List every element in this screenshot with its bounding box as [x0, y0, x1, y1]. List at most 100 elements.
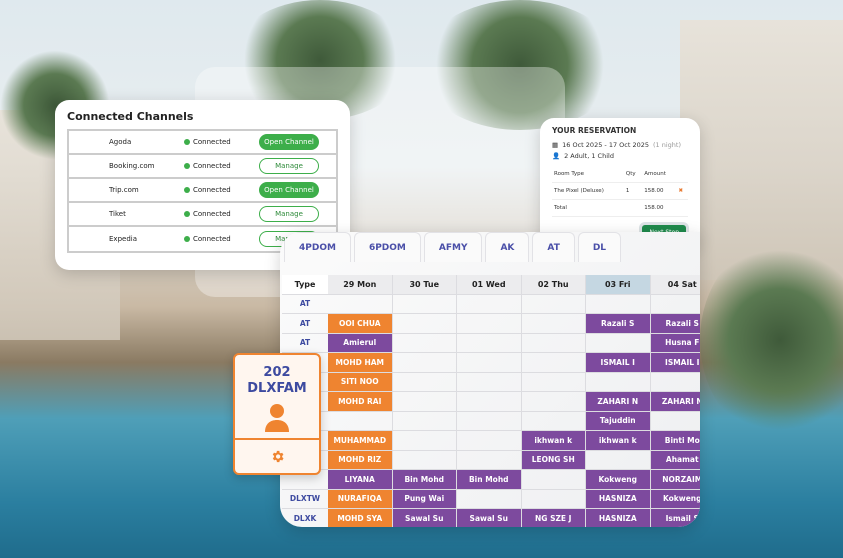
empty-cell[interactable]	[457, 314, 522, 334]
status-text: Connected	[193, 210, 231, 218]
empty-cell[interactable]	[392, 372, 457, 392]
booking-cell[interactable]: SITI NOO	[328, 372, 393, 392]
booking-cell[interactable]: ikhwan k	[521, 431, 586, 451]
booking-cell[interactable]: Ahamat	[650, 450, 700, 470]
booking-cell[interactable]: ZAHARI N	[586, 392, 651, 412]
booking-cell[interactable]: HASNIZA	[586, 489, 651, 509]
reservation-title: YOUR RESERVATION	[552, 126, 637, 135]
empty-cell[interactable]	[392, 314, 457, 334]
booking-cell[interactable]: HASNIZA	[586, 509, 651, 527]
booking-cell[interactable]: Kokweng	[586, 470, 651, 490]
booking-cell[interactable]: Ismail S	[650, 509, 700, 527]
channel-status: Connected	[184, 162, 259, 170]
tab-dl[interactable]: DL	[577, 232, 622, 262]
booking-cell[interactable]: ikhwan k	[586, 431, 651, 451]
empty-cell[interactable]	[457, 411, 522, 431]
booking-cell[interactable]: Razali S	[586, 314, 651, 334]
booking-cell[interactable]: MOHD SYA	[328, 509, 393, 527]
empty-cell[interactable]	[457, 431, 522, 451]
empty-cell[interactable]	[586, 294, 651, 314]
empty-cell[interactable]	[586, 450, 651, 470]
booking-cell[interactable]: ISMAIL I	[586, 353, 651, 373]
tab-at[interactable]: AT	[532, 232, 575, 262]
booking-cell[interactable]: Sawal Su	[457, 509, 522, 527]
booking-cell[interactable]: Sawal Su	[392, 509, 457, 527]
empty-cell[interactable]	[521, 489, 586, 509]
tab-6pdom[interactable]: 6PDOM	[353, 232, 421, 262]
empty-cell[interactable]	[457, 450, 522, 470]
booking-cell[interactable]: NG SZE J	[521, 509, 586, 527]
booking-cell[interactable]: Bin Mohd	[392, 470, 457, 490]
row-type: DLXK	[282, 509, 328, 527]
empty-cell[interactable]	[521, 294, 586, 314]
booking-cell[interactable]: Husna F	[650, 333, 700, 353]
empty-cell[interactable]	[457, 353, 522, 373]
booking-cell[interactable]: Razali S	[650, 314, 700, 334]
empty-cell[interactable]	[328, 294, 393, 314]
empty-cell[interactable]	[650, 295, 700, 314]
empty-cell[interactable]	[392, 392, 457, 412]
booking-cell[interactable]: Kokweng	[650, 489, 700, 509]
empty-cell[interactable]	[392, 411, 457, 431]
booking-cell[interactable]: NURAFIQA	[328, 489, 393, 509]
booking-cell[interactable]: LEONG SH	[521, 450, 586, 470]
manage-button[interactable]: Manage	[259, 158, 319, 174]
booking-cell[interactable]: ZAHARI N	[650, 392, 700, 412]
empty-cell[interactable]	[392, 431, 457, 451]
schedule-row: MOHD RIZ LEONG SH Ahamat	[282, 450, 700, 470]
channel-status: Connected	[184, 210, 259, 218]
tab-ak[interactable]: AK	[485, 232, 530, 262]
empty-cell[interactable]	[521, 470, 586, 490]
empty-cell[interactable]	[521, 392, 586, 412]
status-text: Connected	[193, 162, 231, 170]
booking-cell[interactable]: MOHD HAM	[328, 353, 393, 373]
empty-cell[interactable]	[457, 333, 522, 353]
room-card[interactable]: 202 DLXFAM	[233, 353, 321, 475]
empty-cell[interactable]	[457, 489, 522, 509]
empty-cell[interactable]	[521, 353, 586, 373]
empty-cell[interactable]	[650, 412, 700, 431]
empty-cell[interactable]	[521, 372, 586, 392]
gear-icon[interactable]	[270, 449, 285, 464]
total-amount: 158.00	[642, 199, 677, 217]
manage-button[interactable]: Manage	[259, 206, 319, 222]
channel-name: Agoda	[109, 138, 132, 146]
room-type: The Pixel (Deluxe)	[552, 182, 624, 200]
empty-cell[interactable]	[586, 372, 651, 392]
empty-cell[interactable]	[521, 314, 586, 334]
empty-cell[interactable]	[392, 450, 457, 470]
empty-cell[interactable]	[521, 411, 586, 431]
empty-cell[interactable]	[392, 333, 457, 353]
open-channel-button[interactable]: Open Channel	[259, 134, 319, 150]
booking-cell[interactable]: NORZAIM	[650, 470, 700, 490]
empty-cell[interactable]	[392, 294, 457, 314]
empty-cell[interactable]	[457, 372, 522, 392]
status-text: Connected	[193, 235, 231, 243]
booking-cell[interactable]: Amierul	[328, 333, 393, 353]
booking-cell[interactable]: OOI CHUA	[328, 314, 393, 334]
reservation-table: Room Type Qty Amount The Pixel (Deluxe) 1 15…	[552, 166, 688, 217]
row-type: AT	[282, 334, 328, 353]
empty-cell[interactable]	[521, 333, 586, 353]
tab-4pdom[interactable]: 4PDOM	[284, 232, 351, 262]
channel-name: Expedia	[109, 235, 137, 243]
empty-cell[interactable]	[586, 333, 651, 353]
booking-cell[interactable]: Binti Mo	[650, 431, 700, 451]
booking-cell[interactable]: MOHD RAI	[328, 392, 393, 412]
empty-cell[interactable]	[457, 294, 522, 314]
booking-cell[interactable]: Bin Mohd	[457, 470, 522, 490]
remove-icon[interactable]: ✖	[676, 182, 688, 200]
column-header: 03 Fri	[586, 275, 651, 295]
booking-cell[interactable]: MOHD RIZ	[328, 450, 393, 470]
open-channel-button[interactable]: Open Channel	[259, 182, 319, 198]
empty-cell[interactable]	[650, 373, 700, 392]
booking-cell[interactable]: MUHAMMAD	[328, 431, 393, 451]
empty-cell[interactable]	[328, 411, 393, 431]
empty-cell[interactable]	[392, 353, 457, 373]
booking-cell[interactable]: ISMAIL I	[650, 353, 700, 373]
booking-cell[interactable]: Pung Wai	[392, 489, 457, 509]
booking-cell[interactable]: LIYANA	[328, 470, 393, 490]
booking-cell[interactable]: Tajuddin	[586, 411, 651, 431]
empty-cell[interactable]	[457, 392, 522, 412]
tab-afmy[interactable]: AFMY	[423, 232, 483, 262]
